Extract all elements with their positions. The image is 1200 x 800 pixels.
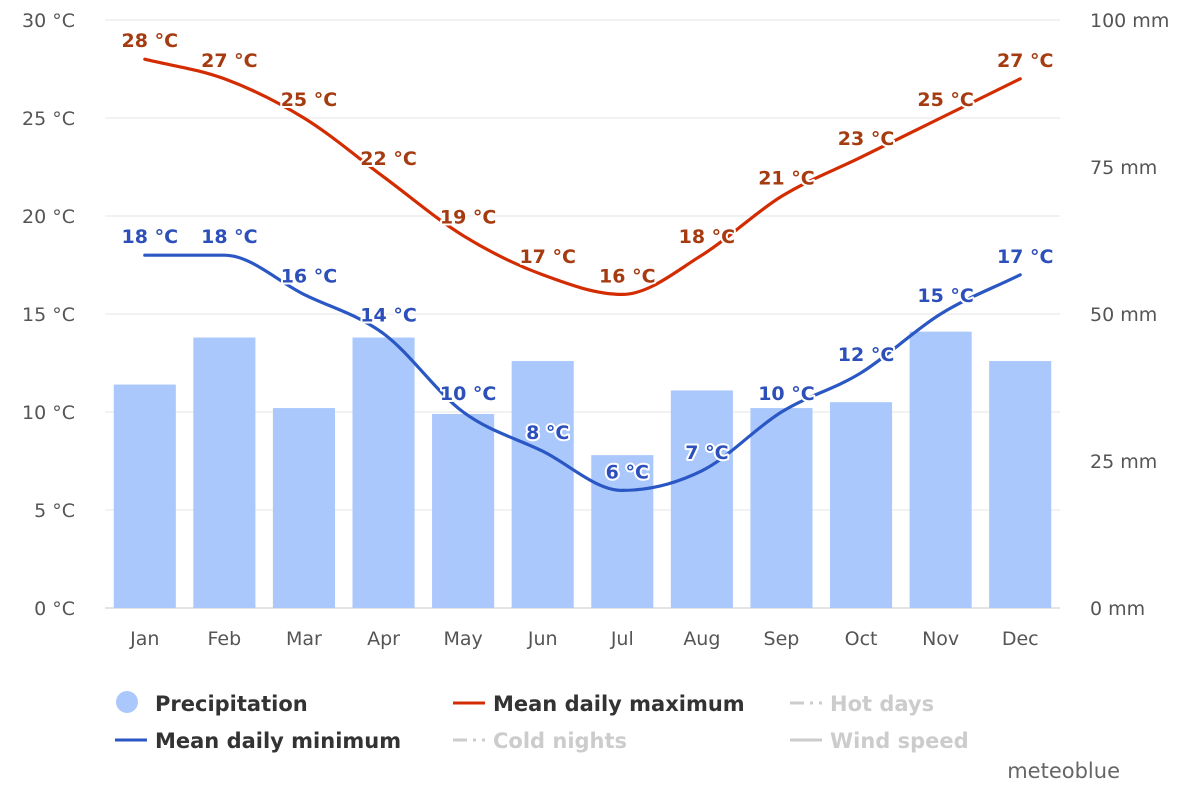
right-tick-label: 25 mm	[1090, 451, 1157, 473]
precipitation-bar	[750, 408, 813, 608]
precipitation-bar	[272, 408, 335, 608]
month-label: Jan	[129, 628, 159, 650]
credit-text: meteoblue	[1007, 759, 1120, 783]
min-temp-label: 7 °C	[685, 442, 728, 464]
month-label: Feb	[208, 628, 242, 650]
right-tick-label: 75 mm	[1090, 157, 1157, 179]
mean-daily-minimum-line	[143, 253, 1022, 492]
min-temp-label: 17 °C	[997, 246, 1054, 268]
min-temp-label: 6 °C	[606, 461, 649, 483]
max-temp-label: 21 °C	[758, 167, 815, 189]
min-temp-label: 10 °C	[440, 383, 497, 405]
max-temp-label: 25 °C	[917, 89, 974, 111]
legend-label: Hot days	[830, 692, 934, 716]
legend-label: Mean daily minimum	[155, 729, 401, 753]
max-temp-label: 23 °C	[838, 128, 895, 150]
month-label: Nov	[922, 628, 959, 650]
min-temp-label: 12 °C	[838, 344, 895, 366]
min-temp-label: 8 °C	[526, 422, 569, 444]
max-temp-label: 19 °C	[440, 207, 497, 229]
precipitation-bars	[113, 331, 1052, 608]
max-temp-label: 28 °C	[122, 30, 179, 52]
month-axis-ticks: Jan Feb Mar Apr May Jun Jul Aug Sep Oct Nov Dec	[129, 628, 1038, 650]
left-tick-label: 20 °C	[22, 206, 75, 228]
month-label: Jul	[610, 628, 634, 650]
grid-lines	[105, 19, 1060, 609]
precipitation-bar	[432, 413, 495, 608]
right-tick-label: 50 mm	[1090, 304, 1157, 326]
right-tick-label: 100 mm	[1090, 10, 1169, 32]
left-tick-label: 15 °C	[22, 304, 75, 326]
max-temp-label: 17 °C	[519, 246, 576, 268]
legend-label: Cold nights	[493, 729, 627, 753]
max-temp-label: 27 °C	[201, 50, 258, 72]
min-temp-label: 18 °C	[122, 226, 179, 248]
mean-daily-maximum-line	[143, 57, 1022, 296]
left-tick-label: 25 °C	[22, 108, 75, 130]
month-label: Aug	[683, 628, 720, 650]
month-label: Jun	[527, 628, 558, 650]
month-label: Dec	[1002, 628, 1039, 650]
precipitation-bar	[113, 384, 176, 608]
precipitation-bar	[193, 337, 256, 608]
min-temp-label: 18 °C	[201, 226, 258, 248]
left-tick-label: 5 °C	[34, 500, 75, 522]
right-axis-ticks: 0 mm 25 mm 50 mm 75 mm 100 mm	[1090, 10, 1169, 620]
month-label: Sep	[764, 628, 800, 650]
month-label: Mar	[286, 628, 322, 650]
min-temp-label: 16 °C	[281, 265, 338, 287]
left-axis-ticks: 0 °C 5 °C 10 °C 15 °C 20 °C 25 °C 30 °C	[22, 10, 75, 620]
legend-marker-dot	[116, 691, 138, 713]
precipitation-bar	[830, 402, 893, 608]
max-temp-label: 22 °C	[360, 148, 417, 170]
min-temp-label: 15 °C	[917, 285, 974, 307]
left-tick-label: 30 °C	[22, 10, 75, 32]
max-temp-label: 27 °C	[997, 50, 1054, 72]
month-label: May	[443, 628, 482, 650]
legend: Precipitation Mean daily maximum Hot days M…	[115, 691, 969, 753]
legend-label: Mean daily maximum	[493, 692, 745, 716]
data-labels: 28 °C 27 °C 25 °C 22 °C 19 °C 17 °C 16 °C 18 °C…	[120, 28, 1056, 485]
max-temp-label: 25 °C	[281, 89, 338, 111]
min-temp-label: 14 °C	[360, 305, 417, 327]
max-temp-label: 18 °C	[679, 226, 736, 248]
temperature-lines	[143, 57, 1022, 492]
left-tick-label: 0 °C	[34, 598, 75, 620]
precipitation-bar	[670, 390, 733, 608]
precipitation-bar	[989, 361, 1052, 608]
min-temp-label: 10 °C	[758, 383, 815, 405]
month-label: Oct	[845, 628, 878, 650]
legend-label: Precipitation	[155, 692, 308, 716]
max-temp-label: 16 °C	[599, 265, 656, 287]
precipitation-bar	[591, 455, 654, 608]
legend-label: Wind speed	[830, 729, 969, 753]
precipitation-bar	[352, 337, 415, 608]
precipitation-bar	[511, 361, 574, 608]
month-label: Apr	[367, 628, 400, 650]
left-tick-label: 10 °C	[22, 402, 75, 424]
precipitation-bar	[909, 331, 972, 608]
right-tick-label: 0 mm	[1090, 598, 1145, 620]
